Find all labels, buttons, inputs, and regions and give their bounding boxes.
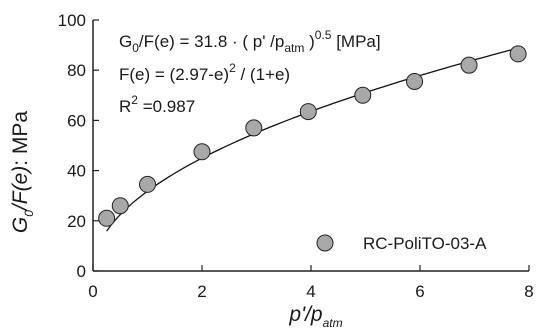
fe-sup: 2 — [229, 61, 236, 75]
x-axis-title: p'/patm — [288, 303, 342, 330]
legend-label: RC-PoliTO-03-A — [363, 234, 487, 253]
x-tick-label: 4 — [306, 282, 315, 301]
fe-post: / (1+e) — [236, 65, 290, 84]
eq-g: G — [119, 32, 132, 51]
data-point — [245, 119, 263, 137]
x-tick-label: 8 — [524, 282, 533, 301]
data-points — [98, 45, 527, 227]
eq-g-sub: 0 — [132, 41, 139, 55]
x-tick-label: 6 — [415, 282, 424, 301]
data-point — [299, 103, 317, 121]
eq-close: ) — [304, 32, 314, 51]
annotation-r2: R2 =0.987 — [119, 93, 195, 116]
data-point — [460, 56, 478, 74]
y-axis-title: G0/F(e): MPa — [9, 111, 36, 234]
legend: RC-PoliTO-03-A — [316, 234, 487, 253]
eq-unit: [MPa] — [331, 32, 380, 51]
x-title-sub: atm — [323, 316, 343, 330]
x-tick-label: 2 — [197, 282, 206, 301]
data-point — [98, 209, 116, 227]
y-tick-label: 20 — [67, 212, 86, 231]
data-point — [193, 143, 211, 161]
data-point — [509, 45, 527, 63]
y-title-g: G — [9, 217, 32, 233]
y-tick-label: 40 — [67, 162, 86, 181]
data-point — [354, 86, 372, 104]
y-tick-label: 100 — [58, 11, 86, 30]
legend-marker — [316, 234, 334, 252]
eq-mid: /F(e) = 31.8 · ( p' /p — [139, 32, 284, 51]
data-point — [406, 72, 424, 90]
y-title-unit: : MPa — [9, 111, 32, 166]
annotation-fe: F(e) = (2.97-e)2 / (1+e) — [119, 61, 290, 84]
y-tick-label: 60 — [67, 111, 86, 130]
r2-sup: 2 — [131, 93, 138, 107]
eq-exp: 0.5 — [315, 28, 332, 42]
fe-pre: F(e) = (2.97-e) — [119, 65, 229, 84]
x-tick-label: 0 — [88, 282, 97, 301]
data-point — [111, 197, 129, 215]
annotation-equation: G0/F(e) = 31.8 · ( p' /patm )0.5 [MPa] — [119, 28, 381, 55]
y-tick-label: 0 — [77, 262, 86, 281]
x-title-base: p'/p — [288, 303, 322, 326]
y-title-fe: /F(e) — [9, 166, 32, 212]
r2-post: =0.987 — [138, 97, 195, 116]
eq-atm-sub: atm — [284, 41, 304, 55]
y-tick-label: 80 — [67, 61, 86, 80]
y-title-g-sub: 0 — [22, 210, 36, 217]
r2-pre: R — [119, 97, 131, 116]
data-point — [139, 175, 156, 193]
